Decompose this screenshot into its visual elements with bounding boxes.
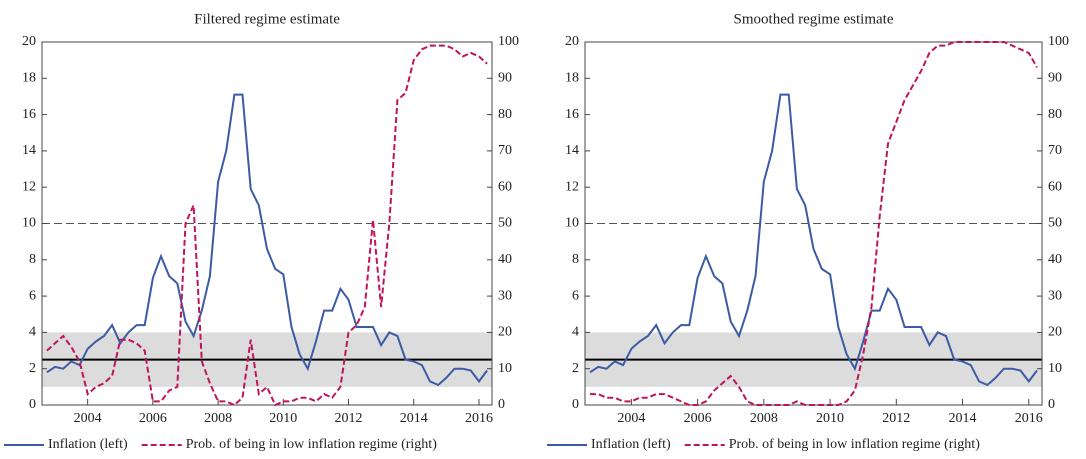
y2-tick-label: 60 (498, 179, 512, 194)
x-tick-label: 2008 (204, 411, 232, 426)
y2-tick-label: 0 (498, 397, 505, 412)
y-tick-label: 2 (572, 361, 579, 376)
y-tick-label: 4 (572, 325, 579, 340)
y2-tick-label: 30 (1048, 288, 1062, 303)
y-tick-label: 10 (22, 216, 36, 231)
y2-tick-label: 90 (1048, 71, 1062, 86)
y-tick-label: 20 (22, 34, 36, 49)
y-tick-label: 16 (22, 107, 36, 122)
x-tick-label: 2014 (400, 411, 428, 426)
x-tick-label: 2012 (882, 411, 910, 426)
x-tick-label: 2016 (465, 411, 493, 426)
legend-label: Inflation (left) (48, 437, 128, 452)
y-tick-label: 18 (22, 71, 36, 86)
x-tick-label: 2006 (684, 411, 712, 426)
x-tick-label: 2010 (269, 411, 297, 426)
y2-tick-label: 50 (1048, 216, 1062, 231)
chart-title: Smoothed regime estimate (734, 11, 894, 27)
y2-tick-label: 60 (1048, 179, 1062, 194)
series-line (46, 44, 488, 407)
y2-tick-label: 20 (1048, 325, 1062, 340)
series-line (589, 93, 1038, 387)
x-tick-label: 2016 (1015, 411, 1043, 426)
x-tick-label: 2014 (949, 411, 977, 426)
y-tick-label: 6 (29, 288, 36, 303)
y-tick-label: 8 (572, 252, 579, 267)
legend-label: Prob. of being in low inflation regime (… (186, 437, 438, 452)
y2-tick-label: 70 (1048, 143, 1062, 158)
y2-tick-label: 100 (498, 34, 519, 49)
y2-tick-label: 70 (498, 143, 512, 158)
y-tick-label: 12 (565, 179, 579, 194)
y2-tick-label: 20 (498, 325, 512, 340)
y2-tick-label: 80 (1048, 107, 1062, 122)
x-tick-label: 2010 (816, 411, 844, 426)
x-tick-label: 2004 (74, 411, 102, 426)
series-line (46, 93, 488, 387)
y-tick-label: 16 (565, 107, 579, 122)
y2-tick-label: 10 (498, 361, 512, 376)
y2-tick-label: 40 (1048, 252, 1062, 267)
x-tick-label: 2012 (335, 411, 363, 426)
y-tick-label: 14 (565, 143, 579, 158)
legend-label: Prob. of being in low inflation regime (… (729, 437, 981, 452)
y-tick-label: 0 (29, 397, 36, 412)
y2-tick-label: 30 (498, 288, 512, 303)
y2-tick-label: 80 (498, 107, 512, 122)
y2-tick-label: 50 (498, 216, 512, 231)
y-tick-label: 8 (29, 252, 36, 267)
legend-label: Inflation (left) (591, 437, 671, 452)
y-tick-label: 6 (572, 288, 579, 303)
y-tick-label: 12 (22, 179, 36, 194)
y-tick-label: 14 (22, 143, 36, 158)
x-tick-label: 2004 (617, 411, 645, 426)
y-tick-label: 20 (565, 34, 579, 49)
y2-tick-label: 40 (498, 252, 512, 267)
y2-tick-label: 0 (1048, 397, 1055, 412)
y-tick-label: 10 (565, 216, 579, 231)
x-tick-label: 2008 (750, 411, 778, 426)
series-line (590, 41, 1038, 406)
y-tick-label: 4 (29, 325, 36, 340)
y2-tick-label: 100 (1048, 34, 1069, 49)
x-tick-label: 2006 (139, 411, 167, 426)
y-tick-label: 18 (565, 71, 579, 86)
y2-tick-label: 90 (498, 71, 512, 86)
chart-title: Filtered regime estimate (194, 11, 340, 27)
y2-tick-label: 10 (1048, 361, 1062, 376)
y-tick-label: 2 (29, 361, 36, 376)
y-tick-label: 0 (572, 397, 579, 412)
